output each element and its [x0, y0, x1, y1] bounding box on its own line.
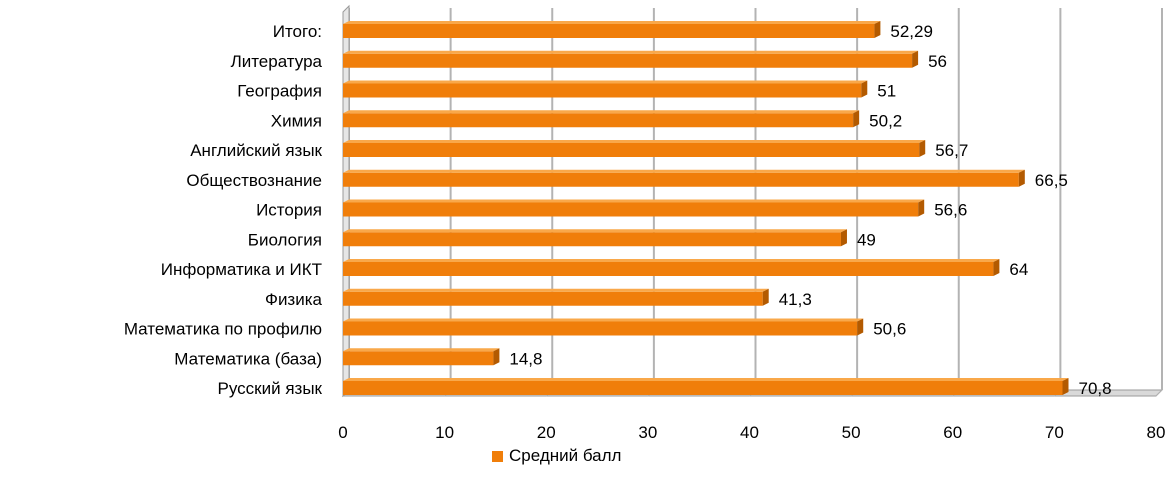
bar-top: [343, 378, 1069, 381]
data-label: 56: [928, 52, 947, 71]
data-label: 52,29: [890, 22, 933, 41]
category-label: Математика (база): [174, 349, 322, 368]
data-label: 64: [1009, 260, 1028, 279]
x-tick-label: 60: [943, 423, 962, 440]
bar-chart: Итого: Литература География Химия Английский…: [124, 4, 1165, 440]
data-label: 41,3: [779, 290, 812, 309]
category-label: Литература: [231, 52, 323, 71]
bar-top: [343, 21, 881, 24]
bar-top: [343, 80, 868, 84]
category-label: Английский язык: [190, 141, 322, 160]
bar-top: [343, 229, 847, 233]
bar: [343, 202, 919, 217]
category-label: Биология: [248, 230, 322, 249]
bar: [343, 143, 920, 157]
legend: Средний балл: [492, 444, 621, 468]
bar-end: [912, 50, 919, 68]
bar: [343, 83, 862, 98]
category-label: Итого:: [273, 22, 322, 41]
x-axis-ticks: 0 10 20 30 40 50 60 70 80: [338, 423, 1165, 440]
bar-end: [1062, 378, 1069, 395]
data-label: 49: [857, 230, 876, 249]
bar-top: [343, 169, 1025, 173]
data-label: 14,8: [509, 349, 542, 368]
bar-top: [343, 110, 860, 114]
bar-end: [861, 80, 868, 98]
bar-top: [343, 199, 925, 203]
x-tick-label: 0: [338, 423, 347, 440]
bar-top: [343, 50, 919, 54]
bar-end: [762, 288, 769, 306]
category-label: Русский язык: [218, 379, 323, 398]
bar: [343, 172, 1019, 187]
bar-end: [993, 259, 1000, 276]
gridline-floor: [1155, 389, 1163, 397]
category-label: Обществознание: [186, 171, 322, 190]
x-tick-label: 30: [638, 423, 657, 440]
legend-label: Средний балл: [509, 446, 622, 465]
bar: [343, 291, 763, 306]
x-tick-label: 70: [1045, 423, 1064, 440]
x-tick-label: 40: [740, 423, 759, 440]
data-label: 56,6: [934, 201, 967, 220]
data-label: 50,2: [869, 111, 902, 130]
category-label: Физика: [265, 290, 323, 309]
data-labels: 52,29 56 51 50,2 56,7 66,5 56,6 49 64 41,3 50,6 14,…: [509, 22, 1111, 398]
x-tick-label: 80: [1147, 423, 1166, 440]
data-label: 70,8: [1079, 379, 1112, 398]
category-label: История: [256, 201, 322, 220]
data-label: 51: [877, 82, 896, 101]
bar-top: [343, 348, 500, 352]
bars: [343, 21, 1069, 395]
x-tick-label: 10: [435, 423, 454, 440]
x-tick-label: 50: [842, 423, 861, 440]
bar: [343, 262, 994, 276]
bar: [343, 321, 858, 336]
bar: [343, 381, 1063, 395]
bar: [343, 53, 913, 68]
bar-top: [343, 318, 864, 322]
bar-top: [343, 140, 926, 143]
data-label: 56,7: [935, 141, 968, 160]
bar-end: [918, 199, 925, 217]
x-tick-label: 20: [537, 423, 556, 440]
category-label: Информатика и ИКТ: [161, 260, 322, 279]
bar: [343, 351, 494, 366]
bar: [343, 113, 854, 128]
data-label: 50,6: [873, 320, 906, 339]
bar: [343, 232, 841, 247]
category-label: География: [237, 82, 322, 101]
bar-top: [343, 288, 769, 292]
bar-end: [853, 110, 860, 128]
category-label: Химия: [271, 111, 322, 130]
data-label: 66,5: [1035, 171, 1068, 190]
bar: [343, 24, 875, 38]
bar-end: [857, 318, 864, 336]
bar-end: [1018, 169, 1025, 187]
category-label: Математика по профилю: [124, 320, 322, 339]
category-labels: Итого: Литература География Химия Английский…: [124, 22, 323, 398]
bar-end: [874, 21, 881, 38]
bar-end: [493, 348, 500, 366]
bar-top: [343, 259, 1000, 262]
bar-end: [840, 229, 847, 247]
bar-end: [919, 140, 926, 157]
legend-swatch: [492, 450, 503, 462]
